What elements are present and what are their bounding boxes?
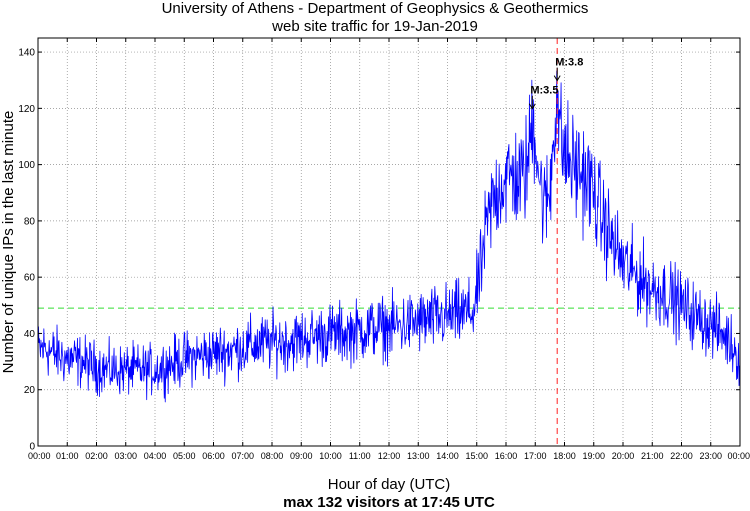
y-tick-label-0: 0: [29, 442, 35, 453]
y-tick-label-7: 140: [18, 48, 35, 59]
x-tick-label-9: 09:00: [290, 451, 313, 461]
y-tick-label-6: 120: [18, 104, 35, 115]
x-tick-label-13: 13:00: [407, 451, 430, 461]
annotation-arrow-head-0: [528, 103, 536, 110]
series-line-0: [37, 70, 741, 403]
x-axis-label: Hour of day (UTC): [328, 476, 451, 493]
x-tick-layer: 00:00 01:00 02:00 03:00 04:00 05:00 06:00 07:00…: [28, 38, 750, 461]
x-tick-label-4: 04:00: [144, 451, 167, 461]
x-tick-label-7: 07:00: [231, 451, 254, 461]
series-layer: [37, 70, 741, 403]
y-tick-label-5: 100: [18, 160, 35, 171]
x-tick-label-19: 19:00: [582, 451, 605, 461]
x-tick-label-1: 01:00: [56, 451, 79, 461]
x-tick-label-12: 12:00: [378, 451, 401, 461]
chart-title-line-2: web site traffic for 19-Jan-2019: [271, 18, 478, 35]
x-tick-label-6: 06:00: [202, 451, 225, 461]
y-tick-label-4: 80: [24, 216, 36, 227]
x-tick-label-22: 22:00: [670, 451, 693, 461]
annotation-label-1: M:3.8: [555, 57, 583, 69]
x-tick-label-18: 18:00: [553, 451, 576, 461]
x-tick-label-11: 11:00: [349, 451, 371, 461]
x-tick-label-17: 17:00: [524, 451, 547, 461]
y-tick-label-2: 40: [24, 329, 36, 340]
x-tick-label-24: 00:00: [727, 451, 750, 461]
annotation-label-0: M:3.5: [530, 85, 558, 97]
y-tick-label-3: 60: [24, 273, 36, 284]
x-tick-label-2: 02:00: [85, 451, 108, 461]
x-tick-label-3: 03:00: [114, 451, 137, 461]
max-visitors-footer: max 132 visitors at 17:45 UTC: [283, 494, 495, 511]
y-tick-layer: 0 20 40 60 80 100 120 140: [18, 48, 740, 453]
y-axis-label: Number of unique IPs in the last minute: [0, 111, 17, 374]
x-tick-label-16: 16:00: [495, 451, 518, 461]
grid-layer: [38, 38, 740, 446]
x-tick-label-14: 14:00: [436, 451, 459, 461]
x-tick-label-23: 23:00: [699, 451, 722, 461]
x-tick-label-10: 10:00: [319, 451, 342, 461]
x-tick-label-15: 15:00: [465, 451, 488, 461]
x-tick-label-20: 20:00: [612, 451, 635, 461]
annotation-layer: M:3.5 M:3.8: [528, 57, 583, 110]
annotation-arrow-head-1: [553, 75, 561, 82]
x-tick-label-21: 21:00: [641, 451, 664, 461]
chart-title-line-1: University of Athens - Department of Geo…: [162, 0, 589, 17]
x-tick-label-0: 00:00: [28, 451, 51, 461]
x-tick-label-8: 08:00: [261, 451, 284, 461]
y-tick-label-1: 20: [24, 385, 36, 396]
x-tick-label-5: 05:00: [173, 451, 196, 461]
